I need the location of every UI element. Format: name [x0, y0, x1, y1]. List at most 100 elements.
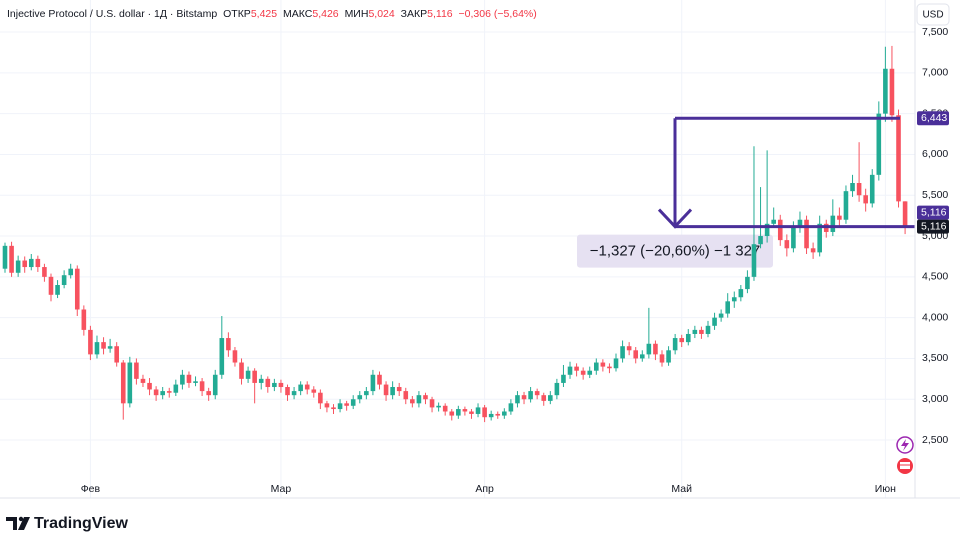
x-tick-label: Май — [671, 483, 692, 495]
candle-body — [653, 343, 658, 355]
measure-layer — [657, 116, 915, 229]
candle-body — [9, 245, 14, 273]
candle-body — [298, 384, 303, 392]
candle-body — [777, 219, 783, 241]
candle-body — [193, 381, 198, 383]
candle-body — [68, 268, 73, 276]
candle-body — [449, 411, 455, 416]
candle-body — [541, 395, 547, 401]
measure-to-tag-box — [917, 205, 949, 220]
low-value: 5,024 — [368, 8, 394, 20]
candle-body — [902, 201, 908, 227]
candle-body — [883, 68, 888, 114]
candle-body — [554, 382, 560, 396]
candle-body — [738, 289, 744, 298]
candle-body — [567, 366, 573, 375]
candle-body — [344, 403, 349, 406]
y-tick-label: 4,500 — [922, 271, 948, 283]
candle-body — [442, 405, 448, 412]
candle-body — [863, 195, 868, 204]
candle-body — [383, 384, 389, 396]
candle-body — [239, 362, 244, 379]
candle-body — [495, 413, 501, 416]
currency-label[interactable]: USD — [922, 10, 943, 21]
logo-dot — [18, 516, 24, 522]
candle-body — [856, 183, 862, 196]
candle-body — [219, 338, 225, 375]
candle-body — [482, 407, 487, 418]
candle-body — [508, 403, 514, 412]
candle-body — [830, 215, 836, 232]
candle-body — [712, 317, 717, 326]
candle-body — [731, 297, 737, 302]
candle-body — [462, 409, 468, 412]
candle-body — [502, 411, 507, 416]
close-value: 5,116 — [427, 8, 453, 20]
candle-body — [48, 276, 54, 295]
high-value: 5,426 — [312, 8, 338, 20]
currency-button[interactable] — [916, 3, 950, 26]
y-tick-label: 3,500 — [922, 352, 948, 364]
change-value: −0,306 (−5,64%) — [459, 8, 537, 20]
candle-body — [679, 338, 685, 343]
candle-body — [725, 301, 730, 314]
y-tick-label: 7,000 — [922, 67, 948, 79]
candle-body — [791, 227, 796, 249]
candle-body — [377, 374, 382, 385]
candle-body — [81, 309, 87, 330]
candle-body — [626, 346, 632, 351]
candle-body — [784, 240, 790, 249]
candle-body — [199, 381, 205, 392]
candle-body — [61, 275, 67, 286]
high-label: МАКС — [283, 8, 313, 20]
candle-body — [633, 350, 639, 359]
measure-label: −1,327 (−20,60%) −1 327 — [590, 243, 761, 260]
candle-body — [594, 362, 599, 371]
candle-body — [718, 313, 724, 318]
candle-body — [173, 384, 179, 393]
candle-body — [574, 366, 579, 371]
candle-body — [416, 395, 422, 404]
candle-body — [390, 387, 395, 396]
candle-body — [153, 389, 159, 396]
candle-body — [666, 350, 671, 363]
candle-body — [469, 411, 474, 414]
measure-label-layer: −1,327 (−20,60%) −1 327 — [577, 234, 773, 268]
brand-name: TradingView — [34, 515, 129, 532]
candle-body — [699, 329, 704, 334]
candle-body — [107, 346, 113, 349]
candle-body — [771, 219, 776, 224]
candle-body — [534, 391, 540, 396]
candle-body — [186, 374, 192, 383]
candle-body — [2, 245, 8, 269]
candle-body — [304, 384, 310, 390]
candle-body — [889, 68, 895, 116]
candle-body — [206, 391, 211, 396]
candle-body — [528, 391, 533, 400]
candle-body — [166, 391, 172, 393]
candle-body — [134, 362, 139, 379]
candle-body — [337, 403, 343, 410]
candle-body — [403, 391, 409, 400]
candle-body — [265, 378, 271, 388]
candle-body — [278, 382, 284, 388]
logo-mark — [6, 517, 17, 530]
candle-body — [850, 183, 855, 192]
legend-header: Injective Protocol / U.S. dollar · 1Д · … — [7, 8, 537, 20]
candle-body — [127, 362, 133, 404]
candle-body — [646, 343, 652, 355]
candle-body — [705, 325, 711, 334]
candle-body — [659, 354, 665, 363]
candle-body — [232, 350, 238, 363]
brand-logo: TradingView — [6, 515, 129, 532]
last-price-tag: 5,116 — [921, 220, 947, 232]
candle-body — [561, 374, 566, 383]
candle-body — [685, 333, 691, 343]
candle-body — [311, 389, 317, 393]
candle-body — [396, 387, 402, 392]
candle-body — [324, 403, 330, 408]
candle-body — [160, 391, 165, 396]
candle-body — [672, 338, 678, 351]
candle-body — [28, 258, 34, 268]
